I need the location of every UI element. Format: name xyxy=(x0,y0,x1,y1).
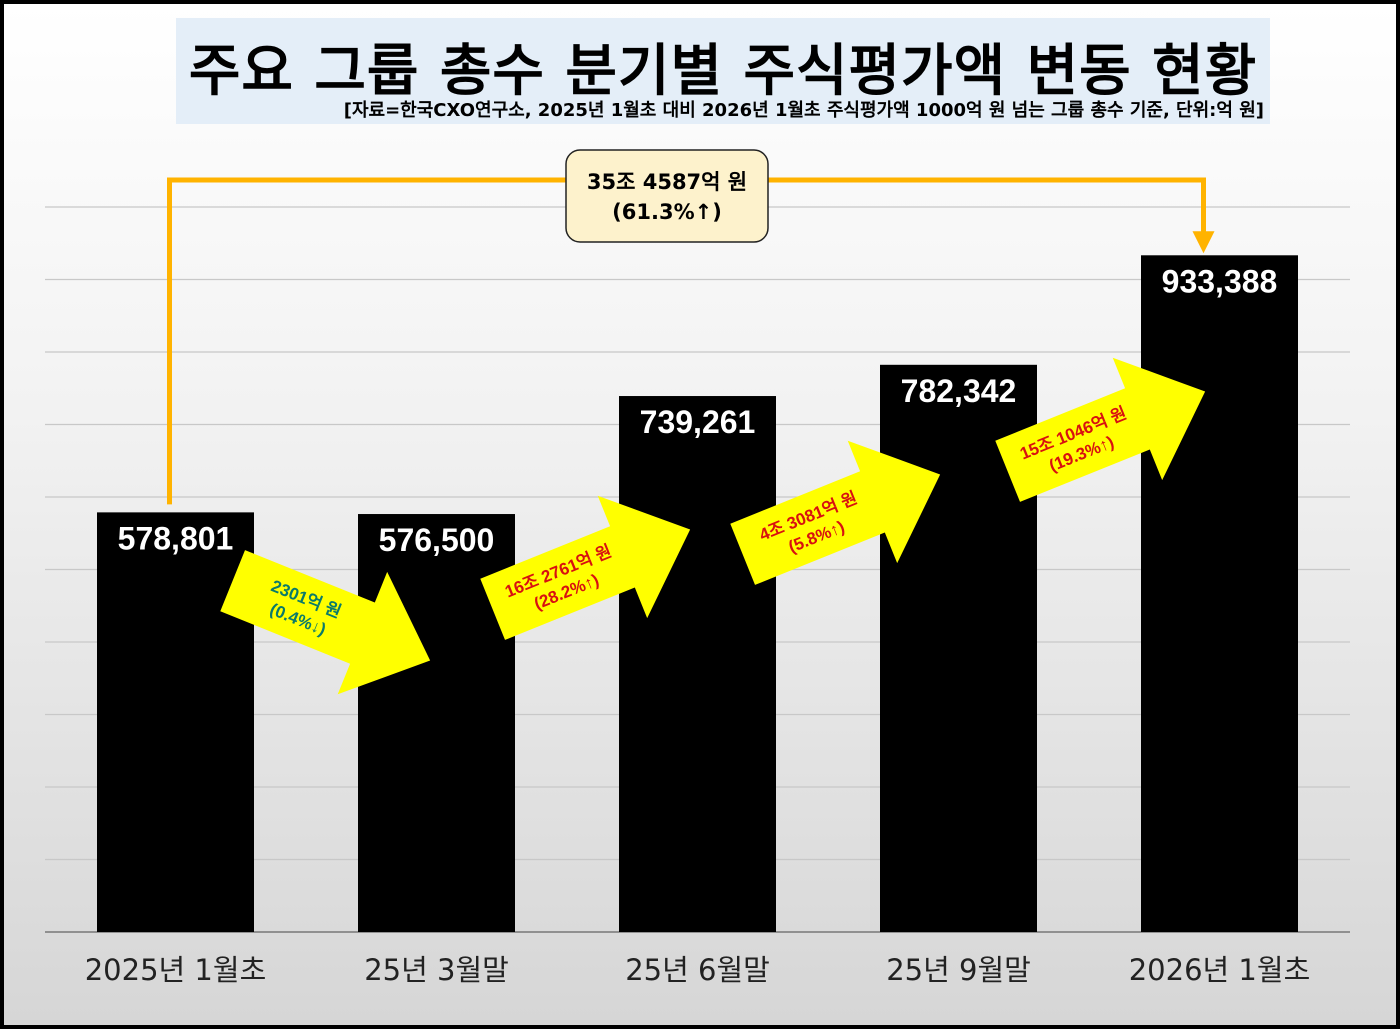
bar xyxy=(619,396,776,932)
bar-value-label: 933,388 xyxy=(1162,263,1278,299)
arrow-shape xyxy=(480,495,691,640)
bracket-arrowhead xyxy=(1192,231,1215,254)
bar xyxy=(97,512,254,932)
bar-value-label: 576,500 xyxy=(379,522,495,558)
total-change-amount: 35조 4587억 원 xyxy=(587,170,747,194)
bar-value-label: 739,261 xyxy=(640,404,756,440)
change-arrow: 16조 2761억 원(28.2%↑) xyxy=(480,495,691,640)
bar-value-label: 782,342 xyxy=(901,373,1017,409)
chart-subtitle: [자료=한국CXO연구소, 2025년 1월초 대비 2026년 1월초 주식평… xyxy=(343,100,1264,121)
total-change-percent: (61.3%↑) xyxy=(612,200,722,224)
x-tick-label: 25년 3월말 xyxy=(364,953,509,987)
x-tick-label: 2025년 1월초 xyxy=(85,953,267,987)
arrow-shape xyxy=(220,550,431,695)
arrow-shape xyxy=(995,357,1206,502)
title-box: 주요 그룹 총수 분기별 주식평가액 변동 현황 [자료=한국CXO연구소, 2… xyxy=(176,18,1270,124)
x-tick-label: 2026년 1월초 xyxy=(1129,953,1311,987)
arrow-shape xyxy=(730,440,941,585)
bar-value-label: 578,801 xyxy=(118,520,234,556)
chart-title: 주요 그룹 총수 분기별 주식평가액 변동 현황 xyxy=(188,39,1258,104)
x-tick-label: 25년 9월말 xyxy=(886,953,1031,987)
x-tick-label: 25년 6월말 xyxy=(625,953,770,987)
total-change-box xyxy=(565,149,769,243)
bar xyxy=(1141,255,1298,932)
